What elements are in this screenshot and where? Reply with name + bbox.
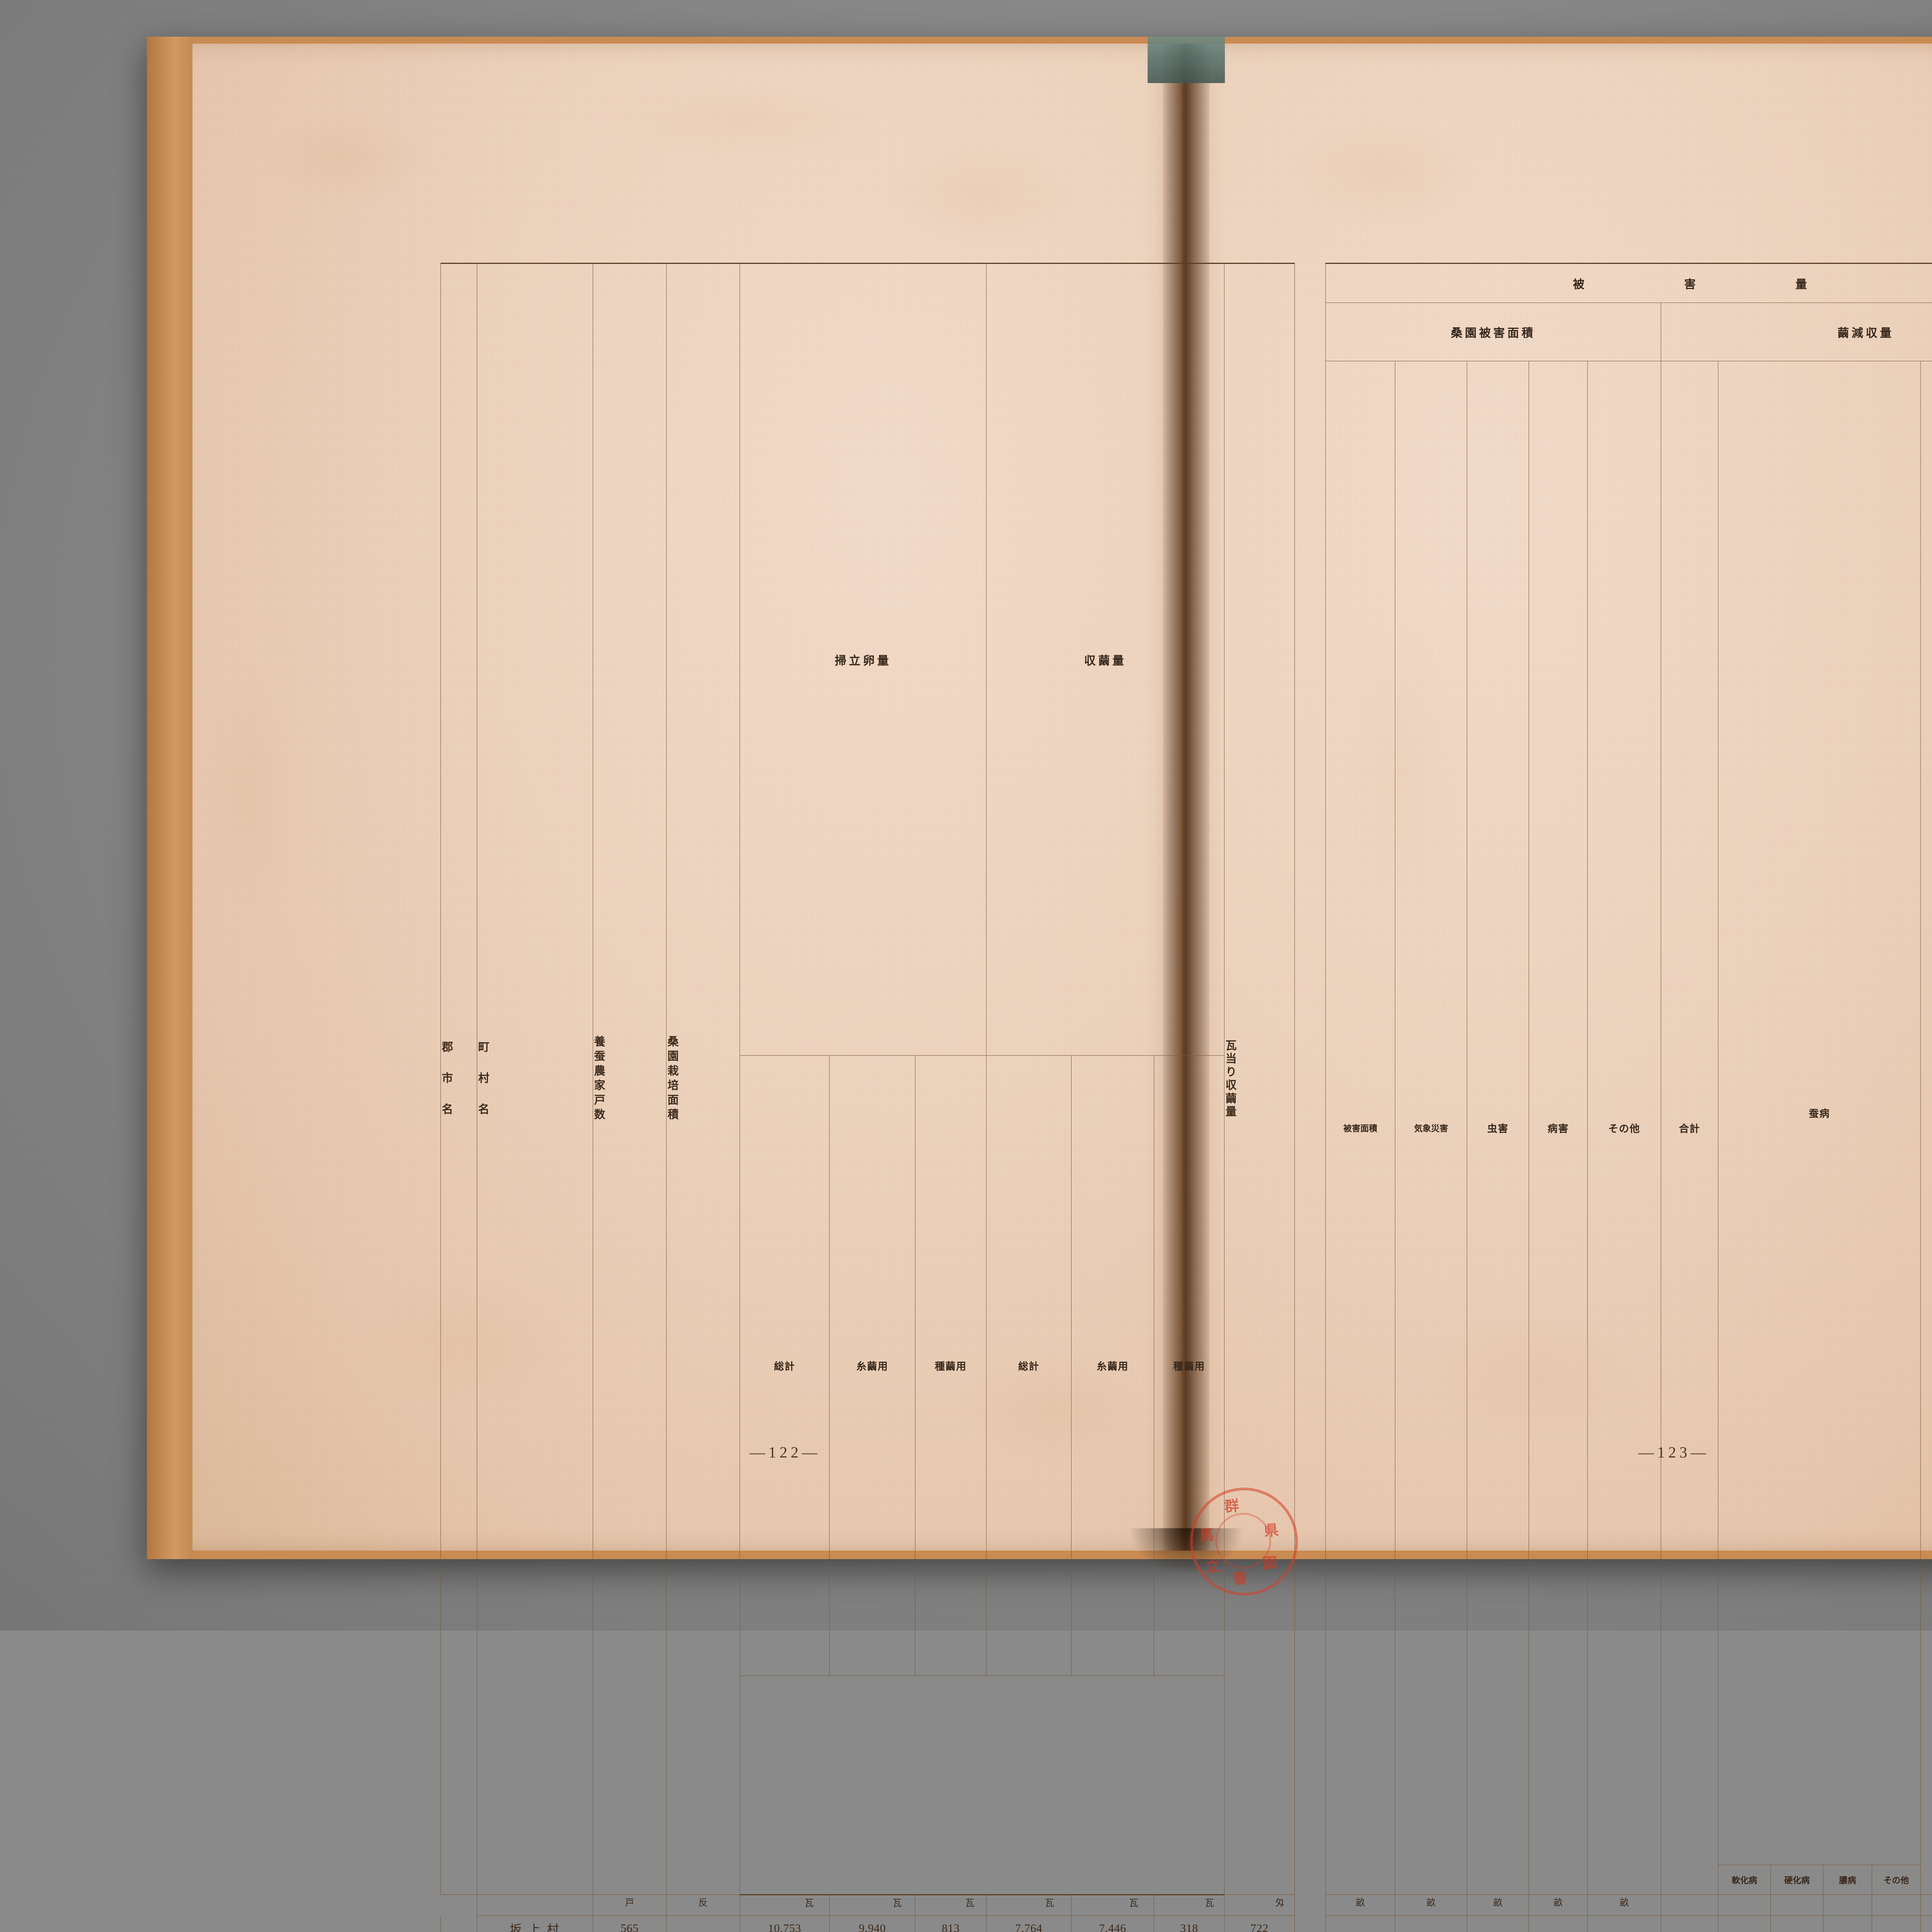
group-head-egg-amount: 掃立卵量 (740, 264, 986, 1056)
col-head-mulberry-area: 桑園栽培面積 (667, 264, 740, 1895)
group-head-cocoon-yield: 収繭量 (986, 264, 1225, 1056)
cell-hard (1771, 1916, 1823, 1932)
unit-ko: 戸 (593, 1895, 667, 1916)
subhead-disease-other: その他 (1872, 1865, 1921, 1895)
cell-mulberry-dmg (1921, 1916, 1932, 1932)
cell-cocoon-seed: 318 (1154, 1916, 1225, 1932)
page-number-left: —122— (750, 1443, 821, 1461)
sericulture-production-table: 郡 市 名 町 村 名 養蚕農家戸数 桑園栽培面積 掃立卵量 収繭量 瓦当り収繭… (440, 263, 1295, 1932)
book-cover-left-edge (147, 37, 193, 1559)
cell-egg-seed: 813 (915, 1916, 986, 1932)
unit-monme: 匁 (1225, 1895, 1295, 1916)
subhead-egg-total: 総計 (740, 1056, 830, 1676)
subhead-soft-disease: 軟化病 (1718, 1865, 1771, 1895)
cell-pus (1823, 1916, 1872, 1932)
unit-se-2: 畝 (1395, 1895, 1467, 1916)
group-head-damage-amount: 被 害 量 (1326, 264, 1932, 303)
seal-mark-4: 立 (1204, 1554, 1221, 1577)
unit-kan-cocoon-silk: 瓦 (1071, 1895, 1154, 1916)
unit-gram-egg-seed: 瓦 (915, 1895, 986, 1916)
subhead-pus-disease: 膿病 (1823, 1865, 1872, 1895)
subhead-cocoon-silk: 糸繭用 (1071, 1056, 1154, 1676)
unit-se-4: 畝 (1529, 1895, 1588, 1916)
units-row: 戸 反 瓦 瓦 瓦 瓦 瓦 瓦 匁 (441, 1895, 1295, 1916)
bookmark-ribbon (1148, 37, 1225, 83)
unit-kan-cocoon-total: 瓦 (986, 1895, 1071, 1916)
unit-gram-egg-silk: 瓦 (830, 1895, 915, 1916)
open-book: 郡 市 名 町 村 名 養蚕農家戸数 桑園栽培面積 掃立卵量 収繭量 瓦当り収繭… (147, 37, 1932, 1559)
left-page-table-container: 郡 市 名 町 村 名 養蚕農家戸数 桑園栽培面積 掃立卵量 収繭量 瓦当り収繭… (440, 263, 1295, 1932)
unit-kan-cocoon-seed: 瓦 (1154, 1895, 1225, 1916)
unit-se-3: 畝 (1467, 1895, 1529, 1916)
group-head-mulberry-damage-area: 桑園被害面積 (1326, 303, 1661, 361)
seal-mark-2: 馬 (1198, 1522, 1214, 1545)
unit-gram-egg-total: 瓦 (740, 1895, 830, 1916)
header-row-top: 郡 市 名 町 村 名 養蚕農家戸数 桑園栽培面積 掃立卵量 収繭量 瓦当り収繭… (441, 264, 1295, 1056)
seal-mark-6: 書 (1232, 1566, 1248, 1588)
header-row-disease-group: 被害面積 気象災害 虫害 病害 その他 合計 蚕病 桑の被害 計 (1326, 361, 1932, 1865)
cell-dmg-area (1326, 1916, 1395, 1932)
subhead-cocoon-total: 総計 (986, 1056, 1071, 1676)
subhead-disease-damage: 病害 (1529, 361, 1588, 1895)
cell-loss-total (1661, 1916, 1718, 1932)
cell-mulberry-area (667, 1916, 740, 1932)
cell-egg-silk: 9,940 (830, 1916, 915, 1932)
header-row-damage-groups: 桑園被害面積 繭減収量 (1326, 303, 1932, 361)
subhead-damaged-area: 被害面積 (1326, 361, 1395, 1895)
subhead-other-damage: その他 (1588, 361, 1661, 1895)
seal-mark-3: 県 (1263, 1518, 1279, 1541)
cell-egg-total: 10,753 (740, 1916, 830, 1932)
subhead-mulberry-loss: 桑の被害 (1921, 361, 1932, 1895)
cell-other (1588, 1916, 1661, 1932)
subhead-egg-silk: 糸繭用 (830, 1056, 915, 1676)
table-row[interactable]: 吾妻郡坂上村565 10,7539,9408137,7647,446318722 (441, 1916, 1295, 1932)
cell-insect (1467, 1916, 1529, 1932)
col-head-households: 養蚕農家戸数 (593, 264, 667, 1895)
cell-cocoon-total: 7,764 (986, 1916, 1071, 1932)
seal-mark-1: 群 (1223, 1494, 1240, 1516)
cell-weather (1395, 1916, 1467, 1932)
unit-se-1: 畝 (1326, 1895, 1395, 1916)
subhead-egg-seed: 種繭用 (915, 1056, 986, 1676)
village-name[interactable]: 坂上村 (477, 1916, 593, 1932)
header-row-damage-title: 被 害 量 基準収繭瓦当り量 (1326, 264, 1932, 303)
seal-mark-5: 図 (1262, 1551, 1278, 1573)
group-head-cocoon-loss: 繭減収量 (1661, 303, 1932, 361)
gun-name-cell: 吾妻郡 (441, 1916, 477, 1932)
cell-households: 565 (593, 1916, 667, 1932)
unit-tan: 反 (667, 1895, 740, 1916)
cell-soft (1718, 1916, 1771, 1932)
subhead-insect-damage: 虫害 (1467, 361, 1529, 1895)
subhead-weather-damage: 気象災害 (1395, 361, 1467, 1895)
subhead-hard-disease: 硬化病 (1771, 1865, 1823, 1895)
cell-per-unit: 722 (1225, 1916, 1295, 1932)
page-number-right: —123— (1638, 1443, 1709, 1461)
col-head-chou-son-mei: 町 村 名 (477, 264, 593, 1895)
col-head-gun-shi-mei: 郡 市 名 (441, 264, 477, 1895)
table-row[interactable]: 770 (1326, 1916, 1932, 1932)
units-row-damage: 畝 畝 畝 畝 畝 (1326, 1895, 1932, 1916)
unit-se-5: 畝 (1588, 1895, 1661, 1916)
cell-disease (1529, 1916, 1588, 1932)
subhead-loss-total: 合計 (1661, 361, 1718, 1895)
sericulture-damage-table: 被 害 量 基準収繭瓦当り量 桑園被害面積 繭減収量 被害面積 気象災害 虫害 … (1325, 263, 1932, 1932)
group-head-silkworm-disease: 蚕病 (1718, 361, 1921, 1865)
right-page-table-container: 被 害 量 基準収繭瓦当り量 桑園被害面積 繭減収量 被害面積 気象災害 虫害 … (1325, 263, 1932, 1932)
col-head-yield-per-unit: 瓦当り収繭量 (1225, 264, 1295, 1895)
cell-cocoon-silk: 7,446 (1071, 1916, 1154, 1932)
cell-loss-other (1872, 1916, 1921, 1932)
